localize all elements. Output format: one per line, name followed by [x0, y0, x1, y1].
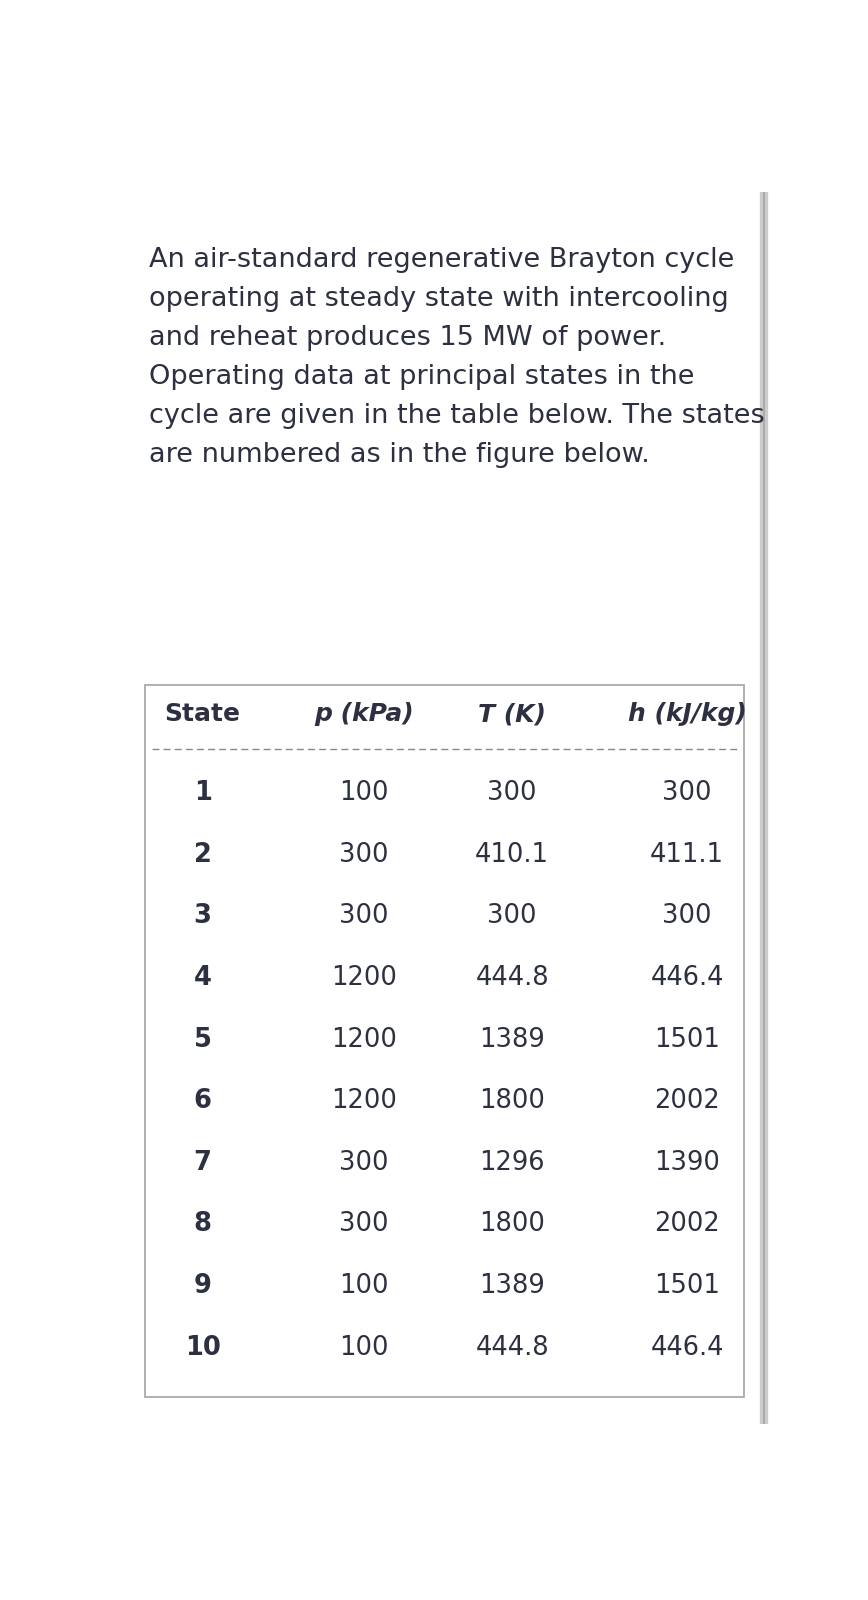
FancyBboxPatch shape [146, 685, 744, 1397]
Text: 446.4: 446.4 [650, 1334, 724, 1360]
Text: 100: 100 [339, 1334, 389, 1360]
Text: 1800: 1800 [479, 1211, 545, 1237]
Text: 1501: 1501 [654, 1274, 720, 1299]
Text: 444.8: 444.8 [476, 1334, 549, 1360]
Text: 10: 10 [185, 1334, 220, 1360]
Text: 300: 300 [662, 781, 712, 806]
Text: p (kPa): p (kPa) [314, 702, 414, 726]
Text: 3: 3 [194, 904, 212, 930]
Text: 1296: 1296 [479, 1150, 545, 1176]
Text: 1200: 1200 [332, 1027, 397, 1053]
Text: 1389: 1389 [479, 1027, 545, 1053]
Text: T (K): T (K) [478, 702, 546, 726]
Text: 300: 300 [339, 842, 389, 867]
Text: 9: 9 [194, 1274, 212, 1299]
Text: An air-standard regenerative Brayton cycle
operating at steady state with interc: An air-standard regenerative Brayton cyc… [149, 248, 765, 469]
Text: 1501: 1501 [654, 1027, 720, 1053]
Text: 300: 300 [487, 781, 537, 806]
Text: 300: 300 [339, 1211, 389, 1237]
Text: 8: 8 [194, 1211, 212, 1237]
Text: 2002: 2002 [654, 1211, 720, 1237]
Text: 4: 4 [194, 965, 212, 990]
Text: 300: 300 [339, 904, 389, 930]
Text: 300: 300 [662, 904, 712, 930]
Text: 300: 300 [339, 1150, 389, 1176]
Text: State: State [165, 702, 240, 726]
Text: 2: 2 [194, 842, 212, 867]
Text: 1200: 1200 [332, 1088, 397, 1114]
Text: 1390: 1390 [654, 1150, 720, 1176]
Text: 5: 5 [194, 1027, 212, 1053]
Text: 100: 100 [339, 781, 389, 806]
Text: 1: 1 [194, 781, 212, 806]
Text: 444.8: 444.8 [476, 965, 549, 990]
Text: 1200: 1200 [332, 965, 397, 990]
Text: 7: 7 [194, 1150, 212, 1176]
Text: 300: 300 [487, 904, 537, 930]
Text: 2002: 2002 [654, 1088, 720, 1114]
Text: h (kJ/kg): h (kJ/kg) [628, 702, 746, 726]
Text: 446.4: 446.4 [650, 965, 724, 990]
Text: 100: 100 [339, 1274, 389, 1299]
Text: 1389: 1389 [479, 1274, 545, 1299]
Text: 410.1: 410.1 [475, 842, 549, 867]
Text: 411.1: 411.1 [650, 842, 724, 867]
Text: 6: 6 [194, 1088, 212, 1114]
Text: 1800: 1800 [479, 1088, 545, 1114]
